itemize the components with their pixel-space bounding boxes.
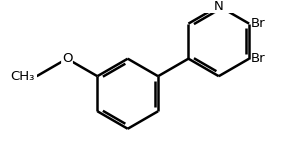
- Text: N: N: [214, 0, 224, 13]
- Text: Br: Br: [251, 52, 265, 65]
- Text: CH₃: CH₃: [11, 70, 35, 83]
- Text: Br: Br: [251, 17, 265, 30]
- Text: O: O: [62, 52, 72, 65]
